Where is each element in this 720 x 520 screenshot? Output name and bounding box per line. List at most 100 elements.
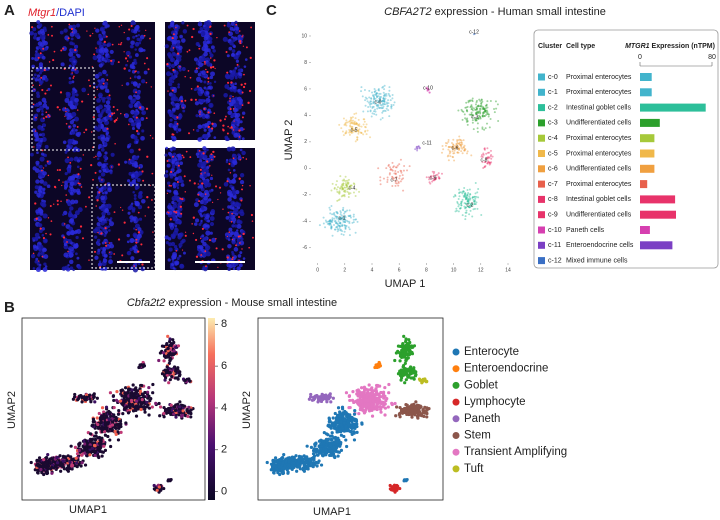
nucleus	[207, 21, 212, 27]
umap-point	[329, 220, 332, 223]
signal-dot	[172, 33, 175, 36]
signal-dot	[229, 108, 232, 111]
umap-point	[422, 414, 426, 418]
umap-point	[165, 365, 169, 369]
umap-point	[348, 228, 351, 231]
umap-point	[341, 130, 344, 133]
signal-dot	[176, 180, 179, 183]
umap-point	[484, 104, 487, 107]
umap-point	[384, 97, 387, 100]
nucleus	[167, 237, 172, 241]
signal-dot	[65, 110, 67, 113]
nucleus	[173, 120, 178, 124]
signal-dot	[143, 62, 146, 65]
nucleus	[236, 123, 240, 127]
nucleus	[171, 262, 175, 266]
nucleus	[68, 252, 74, 258]
umap-point	[339, 217, 342, 220]
signal-dot	[120, 112, 122, 115]
signal-dot	[42, 236, 46, 240]
signal-dot	[88, 79, 90, 82]
umap-point	[360, 86, 363, 89]
umap-point	[322, 222, 325, 225]
umap-point	[342, 190, 345, 193]
nucleus	[171, 197, 175, 201]
nucleus	[101, 211, 106, 216]
nucleus	[100, 247, 103, 250]
umap-point	[341, 216, 344, 219]
nucleus	[171, 102, 176, 107]
signal-dot	[146, 155, 149, 158]
nucleus	[136, 236, 141, 241]
nucleus	[126, 250, 132, 256]
nucleus	[141, 129, 145, 133]
signal-dot	[71, 72, 73, 74]
signal-dot	[93, 53, 96, 56]
nucleus	[197, 72, 202, 77]
umap-point	[158, 414, 162, 418]
x-tick-label: 8	[425, 267, 428, 273]
cluster-id: c-1	[548, 89, 558, 96]
umap-point	[178, 373, 182, 377]
signal-dot	[93, 156, 95, 159]
umap-point	[378, 92, 381, 95]
umap-point	[340, 214, 343, 217]
gene-name: Mtgr1	[28, 7, 56, 19]
umap-point	[466, 152, 469, 155]
nucleus	[235, 26, 240, 31]
column-header: MTGR1 Expression (nTPM)	[625, 43, 715, 50]
umap-point	[359, 395, 363, 399]
nucleus	[197, 248, 201, 252]
x-tick-label: 80	[708, 54, 716, 61]
signal-dot	[194, 98, 197, 101]
signal-dot	[138, 167, 140, 169]
umap-point	[466, 200, 469, 203]
signal-dot	[172, 68, 175, 72]
umap-point	[479, 108, 482, 111]
umap-point	[494, 100, 497, 103]
umap-point	[410, 415, 414, 419]
umap-point	[345, 119, 348, 122]
umap-point	[374, 110, 377, 113]
signal-dot	[192, 27, 195, 31]
umap-point	[336, 223, 339, 226]
umap-point	[408, 405, 412, 409]
umap-point	[361, 405, 365, 409]
umap-point	[129, 398, 134, 403]
signal-dot	[47, 114, 50, 116]
nucleus	[231, 130, 236, 134]
umap-point	[473, 195, 476, 198]
umap-point	[162, 359, 166, 363]
umap-point	[454, 210, 457, 213]
umap-point	[167, 381, 171, 385]
nucleus	[75, 156, 79, 160]
umap-point	[475, 108, 478, 111]
nucleus	[104, 254, 108, 258]
umap-point	[465, 101, 468, 104]
nucleus	[195, 87, 199, 91]
signal-dot	[219, 119, 222, 122]
umap-point	[479, 111, 482, 114]
nucleus	[76, 148, 81, 153]
umap-point	[113, 429, 117, 434]
gene-name: MTGR1	[625, 43, 650, 50]
umap-point	[465, 211, 468, 214]
umap-point	[117, 409, 121, 413]
umap-point	[131, 383, 135, 387]
nucleus	[231, 240, 236, 245]
umap-point	[349, 121, 352, 124]
signal-dot	[251, 220, 254, 222]
umap-point	[178, 405, 182, 409]
nucleus	[104, 88, 110, 93]
umap-point	[157, 358, 161, 363]
nucleus	[167, 210, 173, 216]
y-tick-label: 2	[304, 139, 307, 145]
umap-point	[329, 208, 332, 211]
umap-point	[382, 97, 385, 100]
signal-dot	[146, 196, 149, 199]
umap-point	[464, 193, 467, 196]
umap-point	[378, 106, 381, 109]
signal-dot	[97, 231, 99, 234]
signal-dot	[79, 167, 82, 170]
umap-point	[341, 216, 344, 219]
